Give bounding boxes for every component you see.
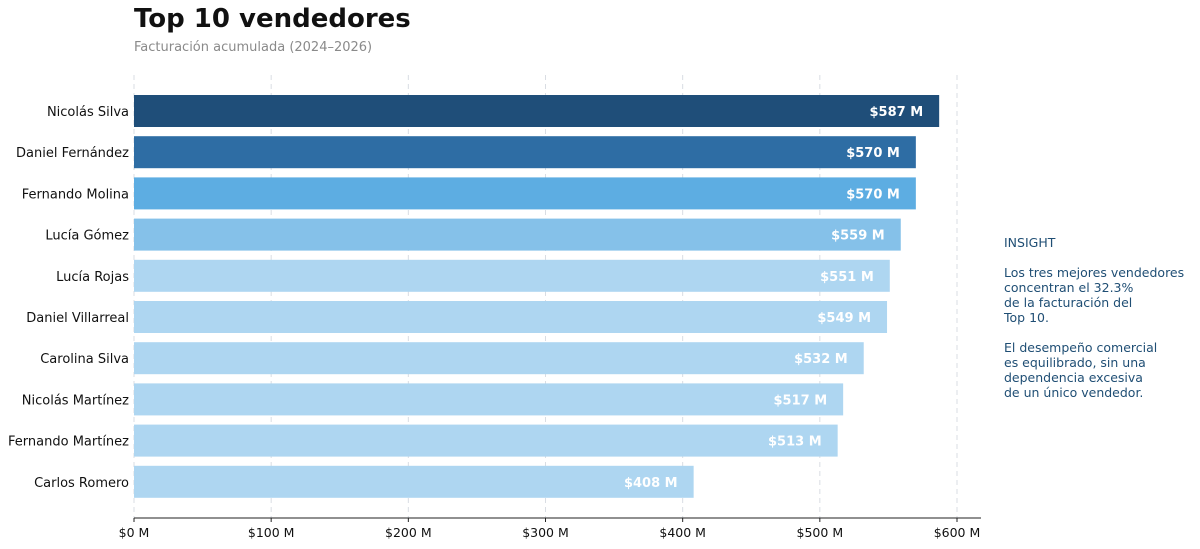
category-label-9: Carlos Romero bbox=[34, 476, 129, 491]
x-tick-label-5: $500 M bbox=[797, 525, 844, 540]
category-label-8: Fernando Martínez bbox=[8, 435, 129, 450]
x-tick-label-2: $200 M bbox=[385, 525, 432, 540]
category-label-5: Daniel Villarreal bbox=[26, 311, 129, 326]
insight-paragraph-2: El desempeño comercial es equilibrado, s… bbox=[1004, 340, 1158, 400]
bar-5 bbox=[134, 301, 888, 333]
bar-0 bbox=[134, 95, 940, 127]
bar-value-label-8: $513 M bbox=[768, 435, 822, 450]
category-label-3: Lucía Gómez bbox=[45, 229, 129, 244]
x-tick-label-0: $0 M bbox=[119, 525, 150, 540]
bar-value-label-2: $570 M bbox=[846, 187, 900, 202]
chart-subtitle: Facturación acumulada (2024–2026) bbox=[134, 40, 373, 55]
x-tick-label-6: $600 M bbox=[934, 525, 981, 540]
bar-value-label-5: $549 M bbox=[817, 311, 871, 326]
bar-value-label-3: $559 M bbox=[831, 229, 885, 244]
category-label-7: Nicolás Martínez bbox=[22, 393, 129, 408]
bars-group: $587 M $570 M $570 M $559 M $551 M $549 M $532… bbox=[134, 95, 940, 498]
category-label-0: Nicolás Silva bbox=[47, 105, 129, 120]
x-axis: $0 M $100 M $200 M $300 M $400 M $500 M $600 M bbox=[119, 517, 981, 540]
x-tick-label-4: $400 M bbox=[659, 525, 706, 540]
category-label-1: Daniel Fernández bbox=[16, 146, 129, 161]
bar-8 bbox=[134, 424, 838, 457]
category-label-4: Lucía Rojas bbox=[56, 270, 129, 285]
bar-1 bbox=[134, 136, 916, 169]
bar-7 bbox=[134, 383, 844, 416]
x-tick-label-3: $300 M bbox=[522, 525, 569, 540]
insight-heading: INSIGHT bbox=[1004, 235, 1056, 250]
category-labels: Nicolás Silva Daniel Fernández Fernando Mo… bbox=[8, 105, 129, 491]
bar-value-label-6: $532 M bbox=[794, 352, 848, 367]
bar-4 bbox=[134, 259, 890, 292]
bar-2 bbox=[134, 177, 916, 210]
bar-value-label-4: $551 M bbox=[820, 270, 874, 285]
category-label-6: Carolina Silva bbox=[40, 352, 129, 367]
category-label-2: Fernando Molina bbox=[22, 187, 129, 202]
bar-value-label-7: $517 M bbox=[773, 393, 827, 408]
bar-value-label-0: $587 M bbox=[870, 105, 924, 120]
bar-9 bbox=[134, 465, 694, 498]
x-tick-label-1: $100 M bbox=[248, 525, 295, 540]
insight-paragraph-1: Los tres mejores vendedores concentran e… bbox=[1004, 265, 1185, 325]
bar-value-label-9: $408 M bbox=[624, 476, 678, 491]
bar-3 bbox=[134, 218, 901, 251]
chart-title: Top 10 vendedores bbox=[134, 4, 411, 34]
bar-6 bbox=[134, 342, 864, 375]
insight-panel: INSIGHT Los tres mejores vendedores conc… bbox=[1004, 235, 1200, 415]
bar-value-label-1: $570 M bbox=[846, 146, 900, 161]
